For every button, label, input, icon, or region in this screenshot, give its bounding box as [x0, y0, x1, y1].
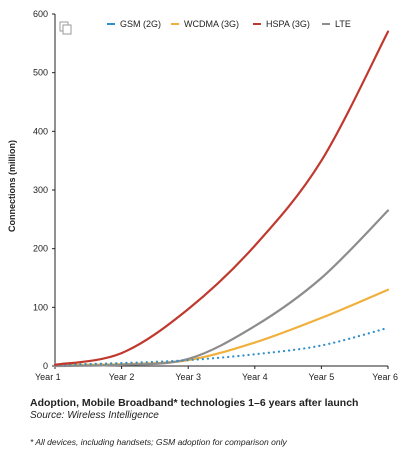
chart-source: Source: Wireless Intelligence: [30, 410, 159, 421]
y-tick-label: 300: [33, 185, 48, 195]
legend-label: WCDMA (3G): [184, 19, 239, 29]
chart-copy-icon: [59, 21, 72, 35]
y-axis-label: Connections (million): [7, 140, 17, 232]
y-tick-label: 0: [43, 361, 48, 371]
legend: GSM (2G) WCDMA (3G) HSPA (3G) LTE: [59, 19, 351, 35]
x-tick-label: Year 1: [35, 372, 61, 382]
x-tick-label: Year 3: [175, 372, 201, 382]
axes: [54, 14, 388, 367]
series-line-lte: [53, 209, 390, 368]
y-tick-label: 100: [33, 302, 48, 312]
series-lines: [53, 30, 390, 368]
legend-label: GSM (2G): [120, 19, 161, 29]
y-tick-label: 200: [33, 244, 48, 254]
x-tick-label: Year 6: [372, 372, 398, 382]
y-tick-label: 400: [33, 126, 48, 136]
y-tick-label: 600: [33, 9, 48, 19]
chart-caption-title: Adoption, Mobile Broadband* technologies…: [30, 397, 359, 409]
x-tick-label: Year 4: [242, 372, 268, 382]
y-tick-label: 500: [33, 68, 48, 78]
x-tick-label: Year 2: [109, 372, 135, 382]
x-axis-ticks: Year 1 Year 2 Year 3 Year 4 Year 5 Year 6: [35, 366, 398, 382]
y-axis-ticks: 0 100 200 300 400 500 600: [33, 9, 55, 371]
legend-label: HSPA (3G): [266, 19, 310, 29]
series-line-wcdma-3g: [53, 288, 390, 366]
legend-label: LTE: [335, 19, 351, 29]
series-line-hspa-3g: [53, 30, 390, 366]
chart-footnote: * All devices, including handsets; GSM a…: [30, 437, 287, 447]
x-tick-label: Year 5: [309, 372, 335, 382]
